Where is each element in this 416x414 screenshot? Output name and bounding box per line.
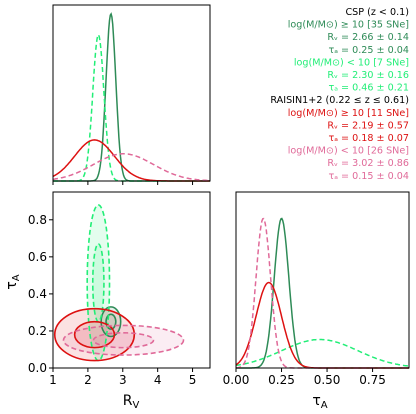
axis-ticks: 1 2 3 4 5 0.0 0.2 0.4 0.6 0.8 0.00 0.25 0.50 0.75 <box>28 181 386 387</box>
contour-line-3-1 <box>92 332 155 349</box>
legend-line-11: log(M/M⊙) < 10 [26 SNe] <box>288 146 409 157</box>
legend-line-10: τₐ = 0.18 ± 0.07 <box>328 133 409 144</box>
legend: CSP (z < 0.1)log(M/M⊙) ≥ 10 [35 SNe]Rᵥ =… <box>270 7 409 182</box>
legend-line-6: τₐ = 0.46 ± 0.21 <box>328 83 409 94</box>
legend-line-12: Rᵥ = 3.02 ± 0.86 <box>327 158 409 169</box>
legend-line-5: Rᵥ = 2.30 ± 0.16 <box>327 70 409 81</box>
legend-line-8: log(M/M⊙) ≥ 10 [11 SNe] <box>288 108 409 119</box>
panel-tau-hist <box>235 191 410 369</box>
y-axis-label: τA <box>4 274 22 289</box>
tau-x-tick-label-0: 0.00 <box>223 373 250 387</box>
legend-line-13: τₐ = 0.15 ± 0.04 <box>328 171 409 182</box>
legend-line-4: log(M/M⊙) < 10 [7 SNe] <box>294 57 409 68</box>
contour-line-1-1 <box>91 243 105 323</box>
contour-line-3-0 <box>62 324 185 356</box>
legend-line-1: log(M/M⊙) ≥ 10 [35 SNe] <box>288 20 409 31</box>
tau-y-tick-label-3: 0.6 <box>28 250 47 264</box>
panel-rv-hist <box>52 4 211 182</box>
legend-line-9: Rᵥ = 2.19 ± 0.57 <box>327 120 409 131</box>
tau-x-tick-label-3: 0.75 <box>359 373 386 387</box>
contour-fills <box>54 204 184 361</box>
tau-y-tick-label-1: 0.2 <box>28 324 47 338</box>
x-axis-label-tau: τA <box>312 393 327 411</box>
rv-tick-label-2: 3 <box>119 373 127 387</box>
contour-line-2-0 <box>53 307 136 362</box>
tau-y-tick-label-0: 0.0 <box>28 361 47 375</box>
tau-marginal-2 <box>235 281 409 369</box>
legend-line-2: Rᵥ = 2.66 ± 0.14 <box>327 32 409 43</box>
tau-y-tick-label-2: 0.4 <box>28 287 47 301</box>
rv-tick-label-4: 5 <box>189 373 197 387</box>
contour-fill-0-0 <box>101 306 121 337</box>
tau-marginal-1 <box>235 338 410 367</box>
contour-fill-1-1 <box>92 243 104 322</box>
rv-tick-label-3: 4 <box>154 373 162 387</box>
tau-y-tick-label-4: 0.8 <box>28 213 47 227</box>
rv-tick-label-0: 1 <box>49 373 57 387</box>
rv-marginal-1 <box>53 33 210 182</box>
rv-tick-label-1: 2 <box>84 373 92 387</box>
rv-marginal-3 <box>52 153 211 182</box>
tau-x-tick-label-2: 0.50 <box>314 373 341 387</box>
x-axis-label-rv: RV <box>123 393 140 411</box>
legend-line-7: RAISIN1+2 (0.22 ≤ z ≤ 0.61) <box>270 95 409 106</box>
panel-joint <box>52 191 211 369</box>
rv-marginal-2 <box>52 139 210 182</box>
contour-line-2-1 <box>73 320 116 349</box>
rv-marginal-0 <box>53 12 210 182</box>
contour-line-0-1 <box>105 313 117 330</box>
tau-x-tick-label-1: 0.25 <box>268 373 295 387</box>
contour-line-1-0 <box>86 204 111 362</box>
legend-line-0: CSP (z < 0.1) <box>345 7 409 18</box>
legend-line-3: τₐ = 0.25 ± 0.04 <box>328 45 409 56</box>
